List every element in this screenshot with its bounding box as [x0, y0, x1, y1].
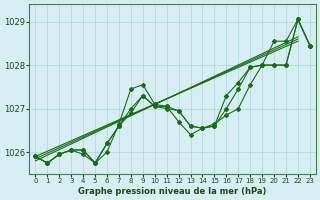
X-axis label: Graphe pression niveau de la mer (hPa): Graphe pression niveau de la mer (hPa): [78, 187, 267, 196]
